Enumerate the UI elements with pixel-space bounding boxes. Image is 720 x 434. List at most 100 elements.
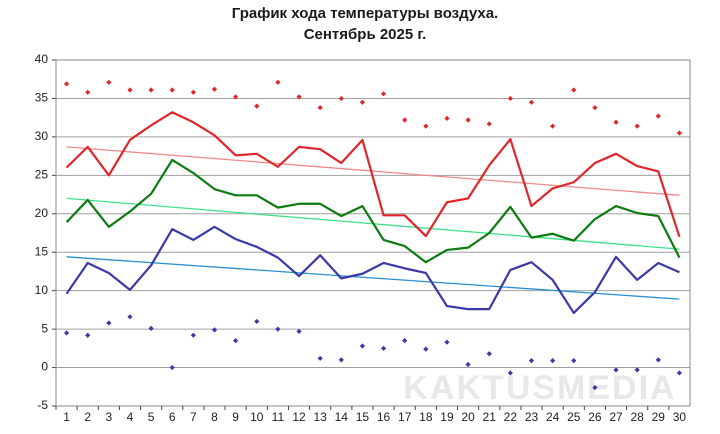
x-tick-label: 3 bbox=[105, 410, 112, 424]
y-tick-label: 15 bbox=[35, 244, 49, 258]
x-tick-label: 13 bbox=[313, 410, 327, 424]
trend-line bbox=[66, 256, 680, 300]
point-marker bbox=[338, 95, 344, 102]
point-marker bbox=[486, 121, 492, 127]
point-marker bbox=[634, 367, 640, 373]
point-marker bbox=[592, 384, 598, 391]
x-tick-label: 25 bbox=[567, 410, 581, 424]
x-tick-label: 5 bbox=[148, 410, 155, 424]
point-marker bbox=[338, 357, 344, 363]
series-line bbox=[65, 111, 681, 238]
point-marker bbox=[380, 91, 387, 97]
x-tick-label: 17 bbox=[398, 410, 412, 424]
x-tick-label: 15 bbox=[356, 410, 370, 424]
y-tick-label: 20 bbox=[35, 206, 49, 220]
point-marker bbox=[317, 105, 323, 111]
x-tick-label: 4 bbox=[127, 410, 134, 424]
point-marker bbox=[550, 123, 556, 129]
x-tick-label: 16 bbox=[377, 410, 391, 424]
x-tick-label: 6 bbox=[169, 410, 176, 424]
point-marker bbox=[106, 320, 112, 326]
point-marker bbox=[676, 370, 683, 376]
y-tick-label: 40 bbox=[35, 52, 49, 66]
series-line bbox=[65, 225, 680, 315]
point-marker bbox=[571, 358, 577, 364]
point-marker bbox=[655, 113, 661, 119]
point-marker bbox=[148, 87, 154, 93]
point-marker bbox=[148, 325, 154, 331]
point-marker bbox=[423, 123, 429, 129]
point-marker bbox=[296, 328, 302, 335]
point-marker bbox=[127, 87, 133, 93]
x-tick-label: 11 bbox=[272, 410, 285, 424]
y-tick-label: 0 bbox=[41, 360, 48, 374]
x-tick-label: 20 bbox=[461, 410, 475, 424]
point-marker bbox=[528, 99, 535, 105]
point-marker bbox=[359, 99, 366, 105]
x-tick-label: 29 bbox=[652, 410, 666, 424]
point-marker bbox=[233, 94, 239, 100]
point-marker bbox=[275, 326, 281, 332]
plot-frame bbox=[55, 59, 691, 407]
point-marker bbox=[676, 130, 683, 136]
x-tick-label: 19 bbox=[440, 410, 454, 424]
point-marker bbox=[465, 117, 471, 123]
point-marker bbox=[613, 367, 619, 373]
trend-line bbox=[66, 146, 680, 196]
point-marker bbox=[571, 87, 577, 93]
point-marker bbox=[85, 89, 91, 95]
x-tick-label: 26 bbox=[588, 410, 602, 424]
point-marker bbox=[233, 338, 239, 344]
point-marker bbox=[550, 358, 556, 364]
point-marker bbox=[444, 115, 450, 122]
x-tick-label: 24 bbox=[546, 410, 560, 424]
x-tick-label: 10 bbox=[250, 410, 264, 424]
point-marker bbox=[169, 87, 175, 93]
point-marker bbox=[63, 330, 70, 336]
x-tick-label: 30 bbox=[673, 410, 687, 424]
point-marker bbox=[423, 346, 429, 352]
point-marker bbox=[254, 103, 260, 109]
x-tick-label: 2 bbox=[84, 410, 91, 424]
point-marker bbox=[211, 86, 218, 92]
point-marker bbox=[85, 332, 91, 338]
x-tick-label: 27 bbox=[609, 410, 623, 424]
point-marker bbox=[402, 117, 408, 123]
point-marker bbox=[507, 370, 513, 376]
y-tick-label: 30 bbox=[35, 129, 49, 143]
chart-subtitle: Сентябрь 2025 г. bbox=[304, 26, 427, 43]
x-tick-label: 28 bbox=[630, 410, 644, 424]
series-line bbox=[65, 158, 681, 264]
point-marker bbox=[486, 351, 492, 357]
point-marker bbox=[317, 355, 323, 361]
chart-title: График хода температуры воздуха. bbox=[232, 5, 498, 22]
point-marker bbox=[380, 345, 387, 351]
point-marker bbox=[190, 332, 196, 338]
y-tick-label: 25 bbox=[35, 168, 49, 182]
x-tick-label: 9 bbox=[232, 410, 239, 424]
x-tick-label: 23 bbox=[525, 410, 539, 424]
point-marker bbox=[190, 89, 196, 95]
x-tick-label: 1 bbox=[63, 410, 70, 424]
point-marker bbox=[465, 361, 471, 368]
y-tick-label: -5 bbox=[37, 398, 48, 412]
point-marker bbox=[169, 364, 175, 371]
point-marker bbox=[507, 95, 513, 102]
point-marker bbox=[359, 343, 366, 349]
x-tick-label: 7 bbox=[190, 410, 197, 424]
point-marker bbox=[296, 94, 302, 100]
x-tick-label: 12 bbox=[292, 410, 306, 424]
point-marker bbox=[444, 339, 450, 345]
point-marker bbox=[211, 327, 218, 333]
x-tick-label: 21 bbox=[483, 410, 497, 424]
y-tick-label: 5 bbox=[41, 321, 48, 335]
x-tick-label: 22 bbox=[504, 410, 518, 424]
y-tick-label: 10 bbox=[35, 283, 49, 297]
watermark: KAKTUSMEDIA bbox=[403, 369, 676, 407]
point-marker bbox=[613, 119, 619, 125]
y-tick-label: 35 bbox=[35, 91, 49, 105]
x-tick-label: 8 bbox=[211, 410, 218, 424]
point-marker bbox=[634, 123, 640, 129]
point-marker bbox=[106, 79, 112, 85]
